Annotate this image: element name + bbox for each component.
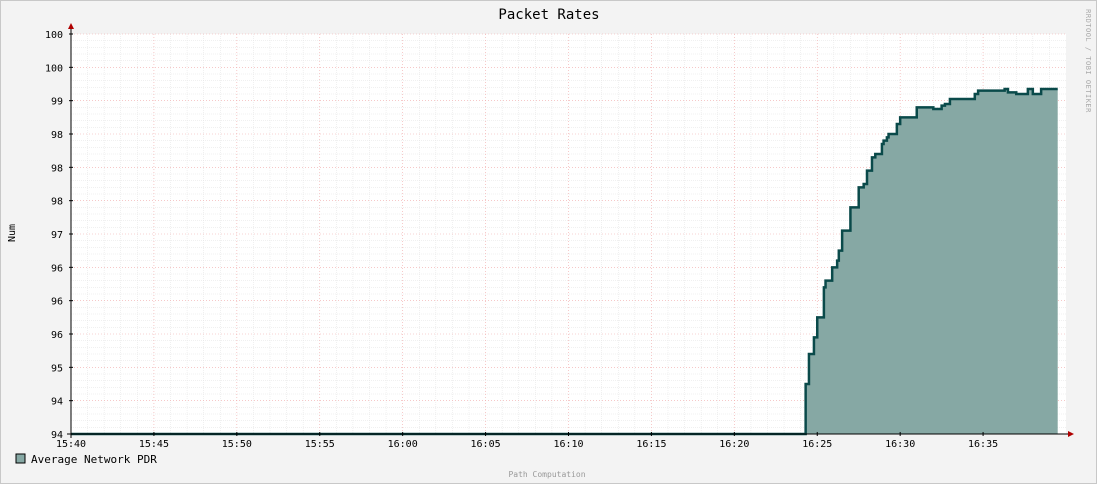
x-tick-label: 16:35 xyxy=(968,439,998,450)
y-axis-arrow xyxy=(68,23,74,29)
footer-label: Path Computation xyxy=(508,470,585,479)
y-tick-label: 98 xyxy=(51,163,63,174)
x-tick-labels: 15:40 15:45 15:50 15:55 16:00 16:05 16:10 16:15… xyxy=(56,432,998,450)
y-tick-label: 95 xyxy=(51,363,63,374)
legend-swatch xyxy=(15,453,26,464)
y-tick-label: 96 xyxy=(51,263,63,274)
x-tick-label: 16:10 xyxy=(553,439,583,450)
y-tick-label: 99 xyxy=(51,97,63,108)
y-tick-label: 98 xyxy=(51,130,63,141)
x-tick-label: 16:05 xyxy=(471,439,501,450)
x-tick-label: 15:50 xyxy=(222,439,252,450)
x-tick-label: 16:20 xyxy=(719,439,749,450)
x-axis-arrow xyxy=(1068,431,1074,437)
y-tick-label: 94 xyxy=(51,430,63,441)
y-tick-label: 98 xyxy=(51,197,63,208)
x-tick-label: 15:55 xyxy=(305,439,335,450)
x-tick-label: 16:00 xyxy=(388,439,418,450)
y-tick-label: 94 xyxy=(51,397,63,408)
y-axis-label: Num xyxy=(7,224,18,242)
x-tick-label: 16:25 xyxy=(802,439,832,450)
series-line xyxy=(71,87,1058,436)
y-tick-label: 100 xyxy=(45,63,63,74)
y-tick-labels: 94 94 95 96 96 96 97 98 98 98 99 100 100 xyxy=(45,30,73,441)
x-tick-label: 16:30 xyxy=(885,439,915,450)
series-layer xyxy=(71,87,1058,436)
legend-label: Average Network PDR xyxy=(31,453,157,466)
x-tick-label: 15:45 xyxy=(139,439,169,450)
chart-title: Packet Rates xyxy=(498,7,599,23)
y-tick-label: 97 xyxy=(51,230,63,241)
major-gridlines xyxy=(70,33,1066,435)
side-watermark: RRDTOOL / TOBI OETIKER xyxy=(1084,9,1092,113)
y-tick-label: 96 xyxy=(51,330,63,341)
x-tick-label: 16:15 xyxy=(636,439,666,450)
y-tick-label: 100 xyxy=(45,30,63,41)
series-area xyxy=(71,89,1058,434)
legend: Average Network PDR xyxy=(15,453,157,466)
y-tick-label: 96 xyxy=(51,297,63,308)
x-tick-label: 15:40 xyxy=(56,439,86,450)
